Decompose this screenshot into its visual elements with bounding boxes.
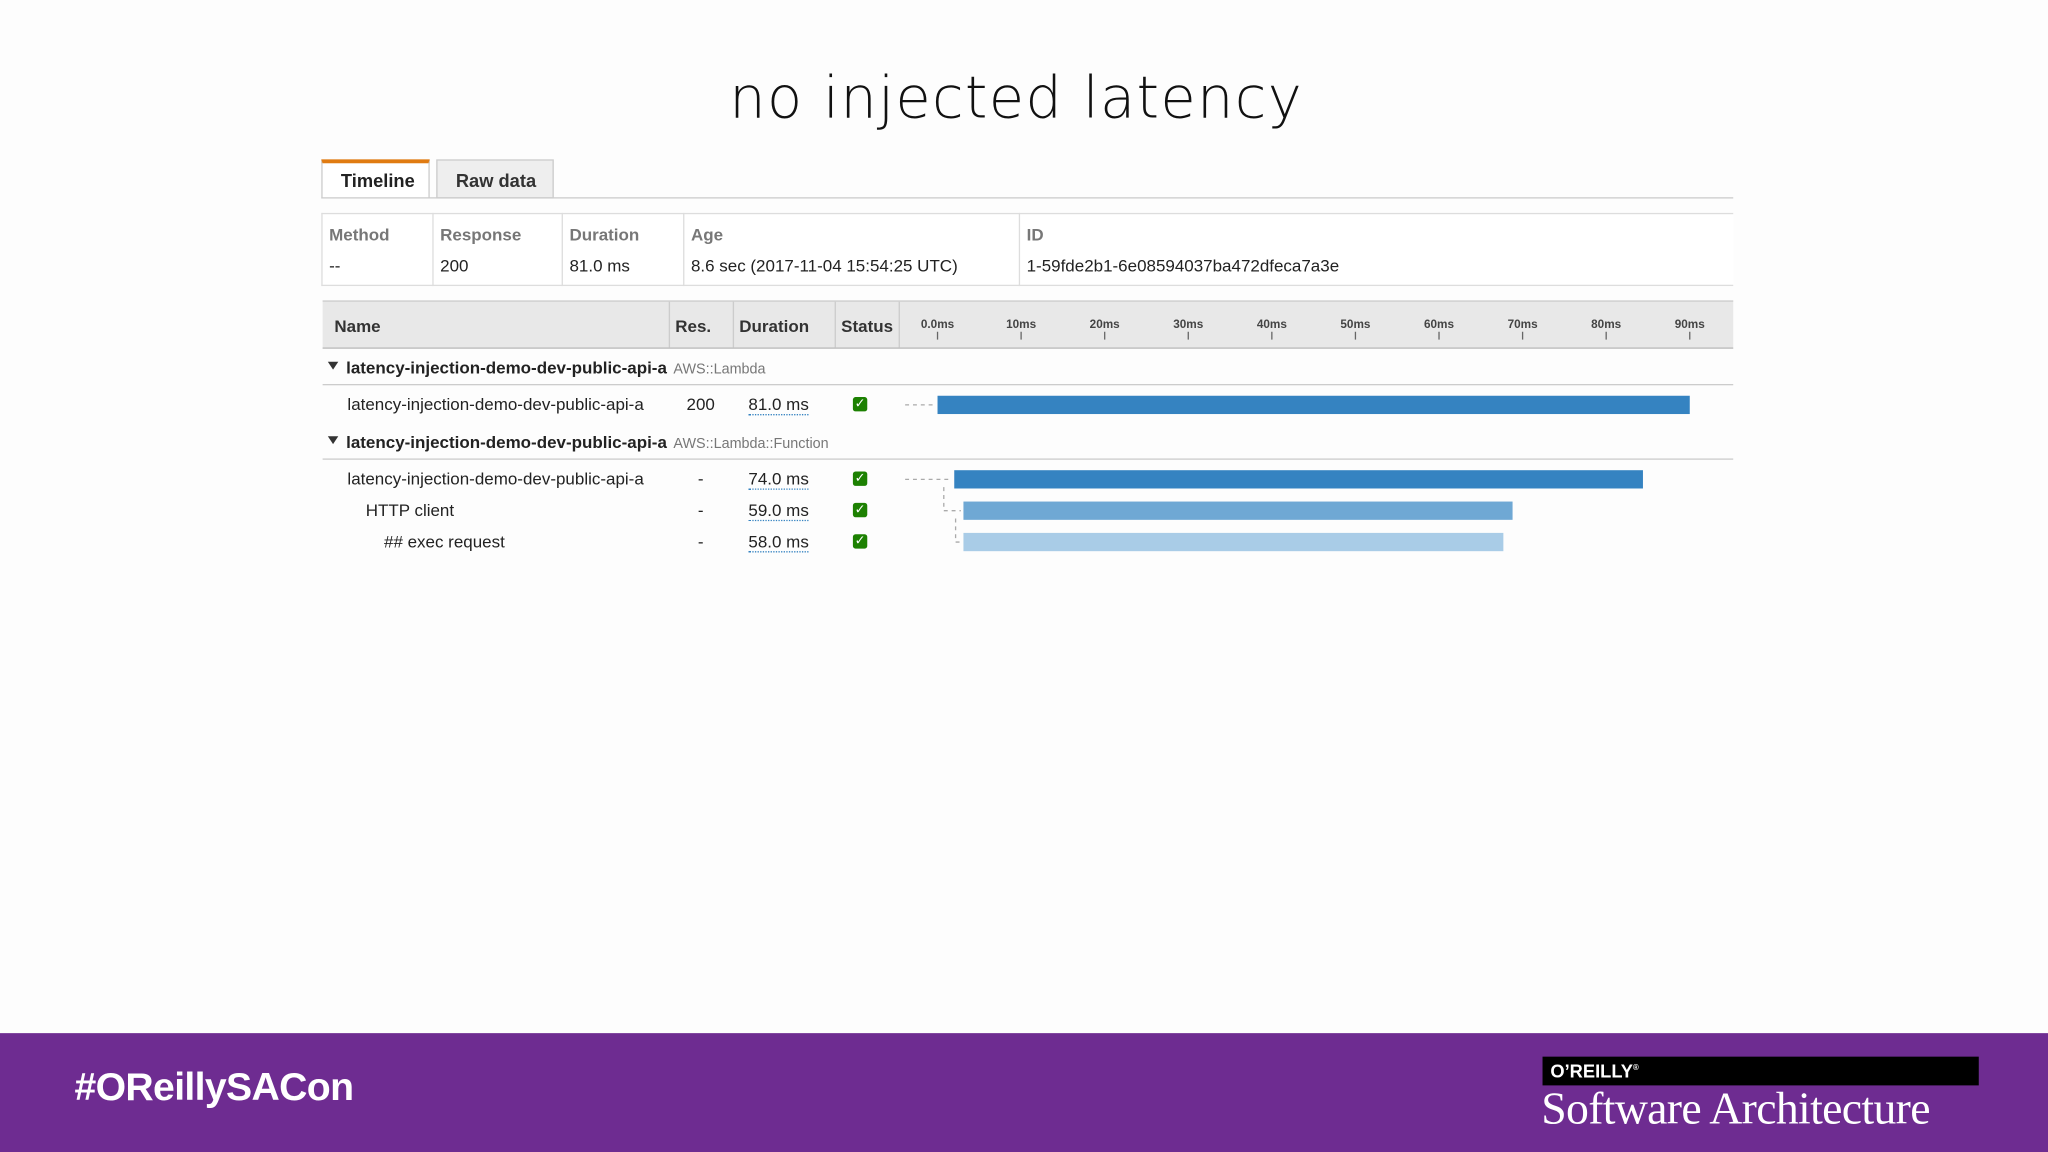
hashtag: #OReillySACon [74, 1065, 354, 1109]
column-divider [668, 301, 671, 348]
row-name: HTTP client [365, 500, 455, 520]
registered-mark: ® [1633, 1064, 1639, 1073]
tick-label: 0.0ms [921, 318, 955, 331]
column-divider [683, 212, 685, 287]
publisher-name: O’REILLY [1550, 1060, 1634, 1082]
row-res: - [697, 531, 704, 552]
group-title: latency-injection-demo-dev-public-api-a [346, 357, 667, 378]
tab-label[interactable]: Timeline [340, 169, 415, 191]
row-name: ## exec request [383, 531, 505, 552]
column-divider [432, 212, 434, 287]
status-ok: ✓ [852, 397, 868, 412]
tick-label: 60ms [1424, 318, 1455, 331]
column-header: Res. [675, 316, 712, 336]
summary-value: 200 [440, 255, 469, 276]
row-res: - [697, 468, 704, 489]
summary-value: -- [329, 255, 341, 276]
group-name: latency-injection-demo-dev-public-api-a A… [346, 358, 765, 378]
connector [954, 518, 961, 543]
connector [943, 487, 961, 512]
status-ok: ✓ [852, 534, 868, 549]
segment-bar [937, 395, 1690, 415]
row-duration[interactable]: 74.0 ms [748, 468, 809, 490]
tick-label: 90ms [1675, 318, 1706, 331]
tab[interactable] [436, 159, 554, 199]
group-divider [322, 383, 1734, 386]
tick-label: 40ms [1257, 318, 1288, 331]
summary-header: ID [1026, 224, 1044, 245]
group-type: AWS::Lambda [673, 361, 766, 378]
summary-header: Response [440, 224, 522, 245]
group-divider [322, 458, 1734, 460]
summary-value: 8.6 sec (2017-11-04 15:54:25 UTC) [690, 255, 958, 276]
segment-bar [963, 532, 1504, 552]
column-divider [1018, 212, 1021, 287]
summary-header: Duration [569, 224, 640, 245]
column-divider [561, 212, 563, 287]
column-header: Status [841, 316, 894, 336]
summary-box [321, 212, 1734, 287]
publisher-bar [1542, 1056, 1979, 1086]
tick-label: 30ms [1173, 318, 1204, 331]
row-name: latency-injection-demo-dev-public-api-a [347, 394, 644, 415]
group-title: latency-injection-demo-dev-public-api-a [346, 432, 667, 452]
tab-label[interactable]: Raw data [455, 169, 537, 191]
summary-value: 81.0 ms [569, 255, 630, 276]
column-header: Duration [739, 316, 810, 336]
group-toggle[interactable] [327, 361, 339, 370]
group-name: latency-injection-demo-dev-public-api-a A… [346, 432, 829, 452]
timeline-header [322, 300, 1734, 349]
column-divider [732, 301, 735, 348]
divider [321, 197, 1734, 199]
group-toggle[interactable] [327, 436, 339, 445]
segment-bar [954, 470, 1643, 489]
column-divider [898, 301, 900, 348]
event-name: Software Architecture [1541, 1082, 1930, 1134]
column-divider [834, 301, 836, 348]
row-duration[interactable]: 81.0 ms [748, 394, 809, 416]
summary-header: Age [690, 224, 724, 245]
tick-label: 10ms [1006, 318, 1037, 331]
slide-title: no injected latency [729, 65, 1304, 132]
status-ok: ✓ [852, 471, 868, 486]
group-type: AWS::Lambda::Function [673, 436, 829, 452]
footer [0, 1033, 2048, 1152]
status-ok: ✓ [852, 502, 868, 518]
tick-label: 50ms [1340, 318, 1371, 331]
column-header: Name [334, 316, 381, 336]
tab-active[interactable] [321, 159, 430, 199]
row-res: - [697, 500, 704, 520]
row-name: latency-injection-demo-dev-public-api-a [347, 468, 644, 489]
tick-label: 80ms [1591, 318, 1622, 331]
publisher: O’REILLY® [1550, 1061, 1638, 1082]
summary-value: 1-59fde2b1-6e08594037ba472dfeca7a3e [1026, 255, 1340, 276]
tick-label: 20ms [1090, 318, 1121, 331]
row-duration[interactable]: 59.0 ms [748, 500, 809, 522]
row-duration[interactable]: 58.0 ms [748, 531, 809, 553]
summary-header: Method [329, 224, 390, 245]
row-res: 200 [686, 394, 715, 415]
segment-bar [963, 501, 1513, 520]
tick-label: 70ms [1508, 318, 1539, 331]
